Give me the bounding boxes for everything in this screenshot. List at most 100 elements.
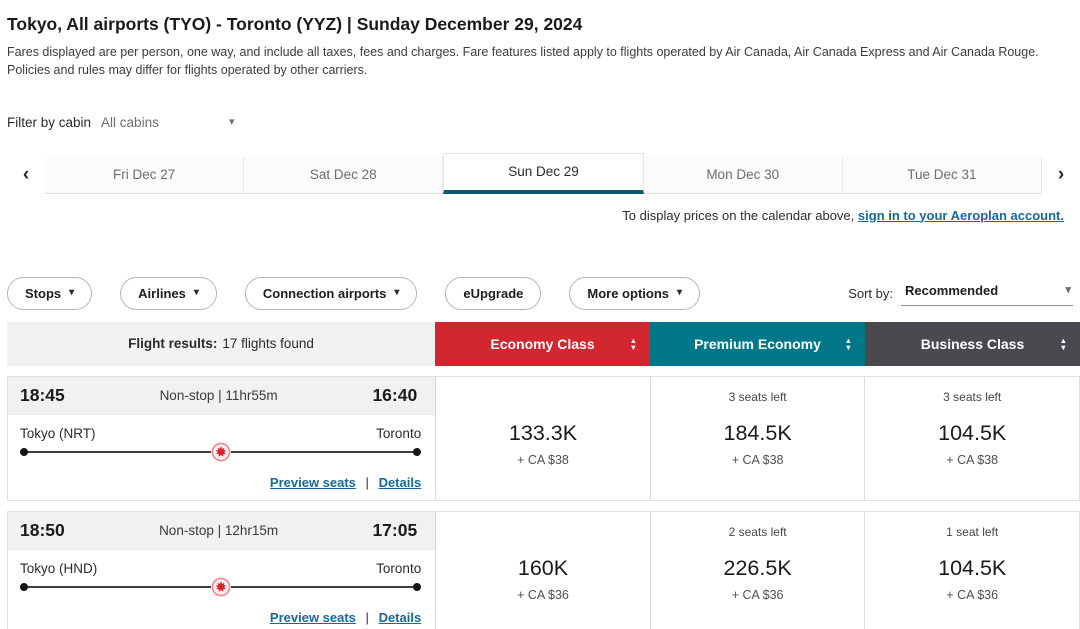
fare-points: 133.3K bbox=[508, 420, 578, 445]
eupgrade-filter-label: eUpgrade bbox=[463, 285, 524, 301]
link-separator: | bbox=[365, 474, 369, 490]
route-endpoint-dot bbox=[413, 582, 422, 591]
caret-down-icon: ▾ bbox=[394, 287, 400, 298]
business-class-column-header[interactable]: Business Class ▲ ▼ bbox=[865, 321, 1080, 366]
stops-filter-label: Stops bbox=[25, 285, 62, 301]
seats-left: 3 seats left bbox=[943, 389, 1002, 404]
destination-city: Toronto bbox=[376, 560, 422, 576]
tab-tue-dec-31[interactable]: Tue Dec 31 bbox=[842, 156, 1043, 194]
sort-select[interactable]: Recommended ▾ bbox=[901, 280, 1073, 306]
flight-results-value: 17 flights found bbox=[222, 336, 314, 351]
fare-cash: + CA $38 bbox=[731, 452, 784, 467]
business-class-fare-cell[interactable]: 1 seat left 104.5K + CA $36 bbox=[864, 511, 1079, 629]
cabin-filter-select[interactable]: All cabins ▾ bbox=[101, 115, 235, 130]
time-strip: 18:50 Non-stop | 12hr15m 17:05 bbox=[8, 511, 436, 550]
cabin-filter-row: Filter by cabin All cabins ▾ bbox=[7, 115, 1080, 130]
airlines-filter-button[interactable]: Airlines ▾ bbox=[120, 276, 217, 310]
fare-points: 226.5K bbox=[723, 555, 792, 580]
origin-city: Tokyo (NRT) bbox=[20, 425, 96, 441]
aeroplan-signin-link[interactable]: sign in to your Aeroplan account. bbox=[857, 207, 1064, 223]
date-tab-strip: ‹ Fri Dec 27 Sat Dec 28 Sun Dec 29 Mon D… bbox=[7, 152, 1080, 194]
fare-disclaimer-text: Fares displayed are per person, one way,… bbox=[7, 45, 1039, 77]
chevron-left-icon[interactable]: ‹ bbox=[7, 156, 45, 194]
seats-left: 1 seat left bbox=[946, 524, 999, 539]
caret-down-icon: ▾ bbox=[193, 287, 199, 298]
preview-seats-link[interactable]: Preview seats bbox=[269, 609, 356, 625]
destination-city: Toronto bbox=[376, 425, 422, 441]
caret-down-icon: ▾ bbox=[229, 115, 235, 128]
sort-by-label: Sort by: bbox=[848, 285, 893, 301]
economy-class-label: Economy Class bbox=[490, 335, 595, 352]
flight-itinerary: 18:45 Non-stop | 11hr55m 16:40 Tokyo (NR… bbox=[8, 376, 436, 500]
airlines-filter-label: Airlines bbox=[138, 285, 186, 301]
caret-down-icon: ▾ bbox=[69, 287, 75, 298]
tab-sat-dec-28[interactable]: Sat Dec 28 bbox=[244, 156, 444, 194]
more-options-filter-button[interactable]: More options ▾ bbox=[569, 276, 701, 310]
tab-sun-dec-29[interactable]: Sun Dec 29 bbox=[443, 152, 644, 194]
sort-value: Recommended bbox=[905, 283, 999, 298]
fare-points: 104.5K bbox=[938, 420, 1007, 445]
connection-airports-filter-button[interactable]: Connection airports ▾ bbox=[244, 276, 418, 310]
fare-cash: + CA $38 bbox=[517, 452, 569, 467]
aeroplan-note-text: To display prices on the calendar above, bbox=[622, 207, 855, 223]
premium-economy-column-header[interactable]: Premium Economy ▲ ▼ bbox=[650, 321, 865, 366]
sort-arrows-icon: ▲ ▼ bbox=[844, 335, 852, 352]
flight-results-count: Flight results: 17 flights found bbox=[7, 321, 435, 366]
stops-duration: Non-stop | 12hr15m bbox=[159, 522, 279, 538]
filters-toolbar: Stops ▾ Airlines ▾ Connection airports ▾… bbox=[7, 276, 1073, 310]
seats-left: 3 seats left bbox=[728, 389, 787, 404]
stops-filter-button[interactable]: Stops ▾ bbox=[7, 276, 93, 310]
preview-seats-link[interactable]: Preview seats bbox=[269, 474, 356, 490]
route-endpoint-dot bbox=[20, 582, 28, 591]
tab-mon-dec-30[interactable]: Mon Dec 30 bbox=[643, 156, 843, 194]
premium-economy-label: Premium Economy bbox=[694, 335, 821, 352]
caret-down-icon: ▾ bbox=[677, 287, 683, 298]
fare-cash: + CA $36 bbox=[946, 587, 999, 602]
seats-left bbox=[436, 525, 650, 556]
fare-cash: + CA $36 bbox=[731, 587, 784, 602]
more-options-filter-label: More options bbox=[587, 285, 669, 301]
sort-area: Sort by: Recommended ▾ bbox=[848, 280, 1073, 306]
arrival-time: 17:05 bbox=[372, 519, 418, 540]
fare-points: 160K bbox=[517, 555, 569, 580]
details-link[interactable]: Details bbox=[378, 474, 422, 490]
premium-economy-fare-cell[interactable]: 2 seats left 226.5K + CA $36 bbox=[649, 511, 865, 629]
cabin-filter-label: Filter by cabin bbox=[7, 114, 92, 130]
business-class-fare-cell[interactable]: 3 seats left 104.5K + CA $38 bbox=[864, 376, 1079, 500]
sort-arrows-icon: ▲ ▼ bbox=[1059, 335, 1067, 352]
arrival-time: 16:40 bbox=[372, 384, 418, 405]
departure-time: 18:45 bbox=[20, 384, 65, 405]
sort-arrows-icon: ▲ ▼ bbox=[629, 335, 637, 352]
route-endpoint-dot bbox=[413, 447, 422, 456]
tab-fri-dec-27[interactable]: Fri Dec 27 bbox=[45, 156, 245, 194]
route-endpoint-dot bbox=[20, 447, 28, 456]
eupgrade-filter-button[interactable]: eUpgrade bbox=[445, 276, 542, 310]
chevron-right-icon[interactable]: › bbox=[1042, 156, 1080, 194]
origin-city: Tokyo (HND) bbox=[20, 560, 98, 576]
fare-cash: + CA $36 bbox=[517, 587, 569, 602]
flight-results-label: Flight results: bbox=[128, 336, 218, 351]
details-link[interactable]: Details bbox=[378, 609, 422, 625]
air-canada-roundel-icon bbox=[210, 576, 231, 597]
aeroplan-signin-note: To display prices on the calendar above,… bbox=[0, 208, 1064, 223]
fare-points: 104.5K bbox=[938, 555, 1007, 580]
cabin-filter-value: All cabins bbox=[101, 114, 159, 130]
link-separator: | bbox=[365, 609, 369, 625]
premium-economy-fare-cell[interactable]: 3 seats left 184.5K + CA $38 bbox=[649, 376, 865, 500]
route-line bbox=[20, 441, 422, 462]
economy-class-column-header[interactable]: Economy Class ▲ ▼ bbox=[435, 321, 650, 366]
fare-points: 184.5K bbox=[723, 420, 792, 445]
flight-itinerary: 18:50 Non-stop | 12hr15m 17:05 Tokyo (HN… bbox=[8, 511, 436, 629]
connection-airports-filter-label: Connection airports bbox=[262, 285, 387, 301]
filter-pills: Stops ▾ Airlines ▾ Connection airports ▾… bbox=[7, 276, 701, 310]
business-class-label: Business Class bbox=[920, 335, 1025, 352]
flight-row: 18:45 Non-stop | 11hr55m 16:40 Tokyo (NR… bbox=[7, 375, 1080, 501]
route-line bbox=[20, 576, 422, 597]
flight-row: 18:50 Non-stop | 12hr15m 17:05 Tokyo (HN… bbox=[7, 510, 1080, 629]
time-strip: 18:45 Non-stop | 11hr55m 16:40 bbox=[8, 376, 436, 415]
caret-down-icon: ▾ bbox=[1065, 284, 1071, 296]
results-header-row: Flight results: 17 flights found Economy… bbox=[7, 321, 1080, 366]
economy-fare-cell[interactable]: 133.3K + CA $38 bbox=[435, 376, 650, 500]
economy-fare-cell[interactable]: 160K + CA $36 bbox=[435, 511, 650, 629]
stops-duration: Non-stop | 11hr55m bbox=[159, 387, 278, 403]
